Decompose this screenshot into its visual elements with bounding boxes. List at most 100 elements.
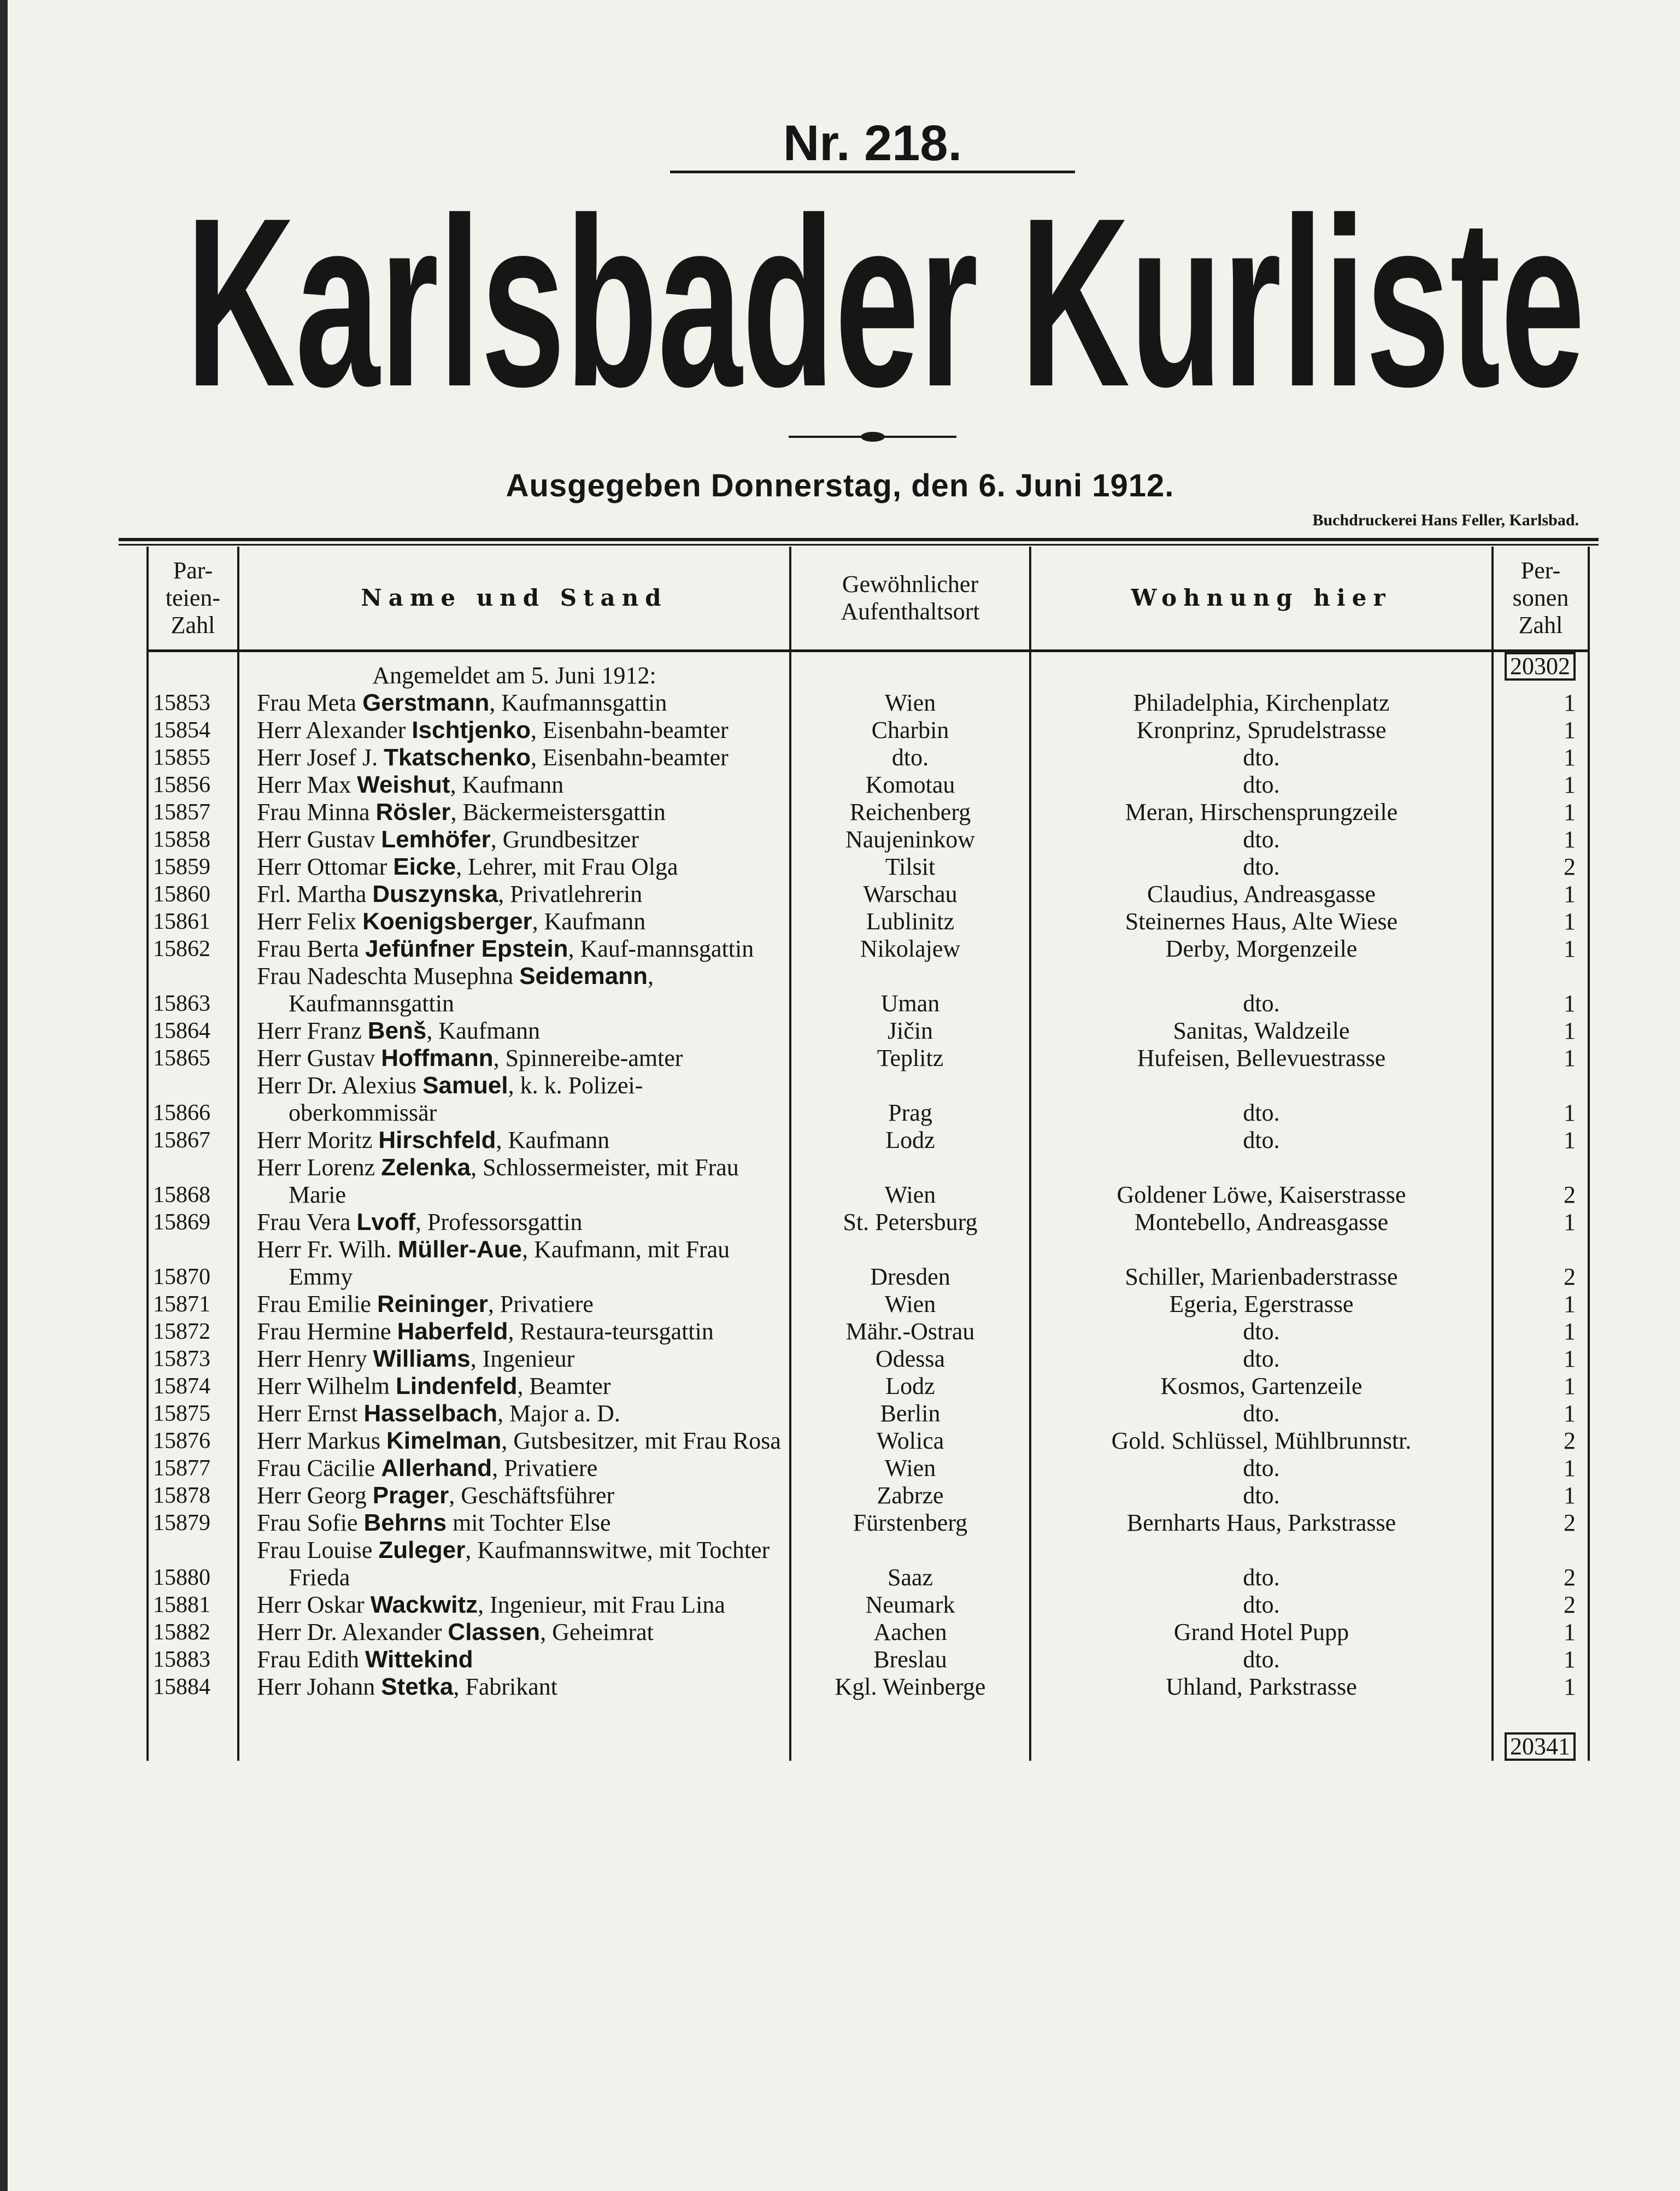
name-cell: Herr Johann Stetka, Fabrikant — [237, 1673, 791, 1701]
total-row: 20341 — [146, 1701, 1590, 1761]
origin: Teplitz — [789, 1045, 1031, 1072]
persons: 1 — [1491, 1209, 1590, 1236]
origin: Kgl. Weinberge — [789, 1673, 1031, 1701]
name-cell: Herr Georg Prager, Geschäftsführer — [237, 1482, 791, 1509]
printer: Buchdruckerei Hans Feller, Karlsbad. — [1312, 511, 1579, 529]
party-number: 15867 — [146, 1127, 239, 1154]
carried-total: 20302 — [1505, 652, 1576, 681]
section-title: Angemeldet am 5. Juni 1912: — [237, 651, 791, 689]
party-number: 15869 — [146, 1209, 239, 1236]
name-prefix: Herr Dr. Alexius — [257, 1072, 417, 1099]
name-prefix: Herr Oskar — [257, 1591, 365, 1618]
surname: Hasselbach — [363, 1400, 498, 1427]
residence: Grand Hotel Pupp — [1029, 1619, 1494, 1646]
origin: Saaz — [789, 1537, 1031, 1591]
name-cell: Frau Minna Rösler, Bäckermeistersgattin — [237, 799, 791, 826]
origin: Dresden — [789, 1236, 1031, 1291]
origin: Uman — [789, 963, 1031, 1017]
residence: Montebello, Andreasgasse — [1029, 1209, 1494, 1236]
persons: 1 — [1491, 1482, 1590, 1509]
origin: Lublinitz — [789, 908, 1031, 935]
persons: 2 — [1491, 853, 1590, 881]
guest-row: 15882 Herr Dr. Alexander Classen, Geheimr… — [146, 1619, 1590, 1646]
residence: Egeria, Egerstrasse — [1029, 1291, 1494, 1318]
name-prefix: Herr Fr. Wilh. — [257, 1236, 392, 1263]
cell — [1029, 651, 1494, 689]
residence: Kronprinz, Sprudelstrasse — [1029, 717, 1494, 744]
name-cell: Herr Ottomar Eicke, Lehrer, mit Frau Olg… — [237, 853, 791, 881]
persons: 1 — [1491, 689, 1590, 717]
residence: dto. — [1029, 1400, 1494, 1427]
name-prefix: Frau Nadeschta Musephna — [257, 963, 514, 989]
occupation: , Ingenieur — [470, 1345, 575, 1372]
persons: 1 — [1491, 1619, 1590, 1646]
name-prefix: Herr Felix — [257, 908, 357, 935]
occupation: , k. k. Polizei-oberkommissär — [289, 1072, 643, 1126]
occupation: mit Tochter Else — [447, 1509, 611, 1536]
origin: Wolica — [789, 1427, 1031, 1455]
residence: dto. — [1029, 1482, 1494, 1509]
name-prefix: Herr Ottomar — [257, 853, 387, 880]
occupation: , Grundbesitzer — [490, 826, 639, 853]
residence: Derby, Morgenzeile — [1029, 935, 1494, 963]
name-cell: Herr Wilhelm Lindenfeld, Beamter — [237, 1373, 791, 1400]
party-number: 15865 — [146, 1045, 239, 1072]
name-cell: Herr Ernst Hasselbach, Major a. D. — [237, 1400, 791, 1427]
guest-row: 15877 Frau Cäcilie Allerhand, Privatiere W… — [146, 1455, 1590, 1482]
residence: Kosmos, Gartenzeile — [1029, 1373, 1494, 1400]
name-prefix: Frau Minna — [257, 799, 370, 825]
occupation: , Kauf-mannsgattin — [568, 935, 754, 962]
residence: dto. — [1029, 1646, 1494, 1673]
party-number: 15860 — [146, 881, 239, 908]
column-header: Par- teien- Zahl — [146, 547, 239, 652]
occupation: , Major a. D. — [497, 1400, 620, 1427]
name-prefix: Herr Wilhelm — [257, 1373, 390, 1399]
guest-row: 15853 Frau Meta Gerstmann, Kaufmannsgatti… — [146, 689, 1590, 717]
occupation: , Geheimrat — [540, 1619, 654, 1645]
occupation: , Eisenbahn-beamter — [531, 744, 729, 771]
party-number: 15859 — [146, 853, 239, 881]
persons: 1 — [1491, 1455, 1590, 1482]
guest-row: 15869 Frau Vera Lvoff, Professorsgattin St… — [146, 1209, 1590, 1236]
guest-row: 15860 Frl. Martha Duszynska, Privatlehrer… — [146, 881, 1590, 908]
origin: Zabrze — [789, 1482, 1031, 1509]
origin: Lodz — [789, 1373, 1031, 1400]
persons: 2 — [1491, 1509, 1590, 1537]
name-cell: Herr Oskar Wackwitz, Ingenieur, mit Frau… — [237, 1591, 791, 1619]
guest-row: 15858 Herr Gustav Lemhöfer, Grundbesitzer… — [146, 826, 1590, 853]
column-header: Name und Stand — [237, 547, 791, 652]
guest-row: 15880 Frau Louise Zuleger, Kaufmannswitwe… — [146, 1537, 1590, 1591]
party-number: 15877 — [146, 1455, 239, 1482]
name-prefix: Herr Moritz — [257, 1127, 373, 1153]
cell — [1029, 1701, 1494, 1761]
guest-row: 15875 Herr Ernst Hasselbach, Major a. D. B… — [146, 1400, 1590, 1427]
column-header: Gewöhnlicher Aufenthaltsort — [789, 547, 1031, 652]
guest-row: 15864 Herr Franz Benš, Kaufmann Jičin Sanit… — [146, 1017, 1590, 1045]
party-number: 15853 — [146, 689, 239, 717]
name-cell: Frau Emilie Reininger, Privatiere — [237, 1291, 791, 1318]
surname: Lindenfeld — [396, 1373, 518, 1399]
surname: Tkatschenko — [384, 744, 531, 771]
residence: dto. — [1029, 1127, 1494, 1154]
persons: 2 — [1491, 1427, 1590, 1455]
party-number: 15881 — [146, 1591, 239, 1619]
occupation: , Spinnereibe-amter — [493, 1045, 683, 1071]
party-number: 15875 — [146, 1400, 239, 1427]
surname: Samuel — [422, 1072, 508, 1099]
surname: Classen — [448, 1619, 541, 1645]
name-cell: Frau Edith Wittekind — [237, 1646, 791, 1673]
residence: dto. — [1029, 853, 1494, 881]
name-cell: Herr Markus Kimelman, Gutsbesitzer, mit … — [237, 1427, 791, 1455]
surname: Seidemann — [519, 963, 648, 989]
persons: 1 — [1491, 744, 1590, 771]
column-header: Per- sonen Zahl — [1491, 547, 1590, 652]
name-cell: Frau Cäcilie Allerhand, Privatiere — [237, 1455, 791, 1482]
persons: 1 — [1491, 1373, 1590, 1400]
origin: dto. — [789, 744, 1031, 771]
party-number: 15870 — [146, 1236, 239, 1291]
occupation: , Privatiere — [492, 1455, 598, 1481]
origin: Wien — [789, 1455, 1031, 1482]
guest-row: 15873 Herr Henry Williams, Ingenieur Odess… — [146, 1345, 1590, 1373]
scan-edge — [0, 0, 8, 2191]
surname: Stetka — [381, 1673, 454, 1700]
